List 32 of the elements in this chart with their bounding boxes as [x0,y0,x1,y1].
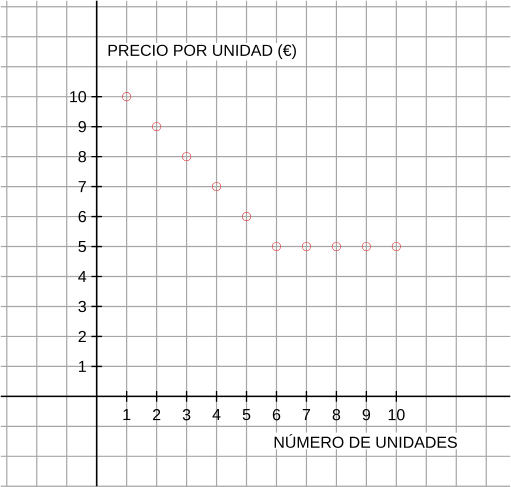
x-tick-label: 10 [388,409,405,420]
x-tick-label: 3 [182,409,190,420]
point [122,92,132,102]
x-tick-label: 4 [212,409,221,420]
point [212,182,222,192]
point [242,212,252,222]
y-tick-label: 6 [78,210,86,222]
x-tick-label: 8 [332,409,340,420]
point [302,242,311,252]
x-tick-label: 7 [302,409,310,420]
y-tick-label: 2 [78,330,86,342]
x-tick-label: 9 [362,409,370,420]
x-tick-label: 2 [152,409,160,420]
y-tick-label: 9 [78,120,86,132]
y-tick-label: 5 [78,240,86,252]
x-axis-title: NÚMERO DE UNIDADES [274,434,457,448]
point [152,122,162,132]
y-axis-title: PRECIO POR UNIDAD (€) [108,44,296,60]
x-tick-label: 6 [272,409,280,420]
y-tick-label: 3 [78,300,86,312]
y-tick-label: 10 [70,91,86,102]
point [332,242,341,252]
y-tick-label: 7 [78,181,86,192]
x-tick-label: 1 [123,409,130,420]
point [182,152,192,162]
y-tick-label: 1 [79,360,86,372]
y-tick-label: 4 [78,270,86,282]
x-tick-label: 5 [242,409,250,420]
point [362,242,371,252]
point [272,242,281,252]
y-tick-label: 8 [78,150,86,162]
point [392,242,401,252]
